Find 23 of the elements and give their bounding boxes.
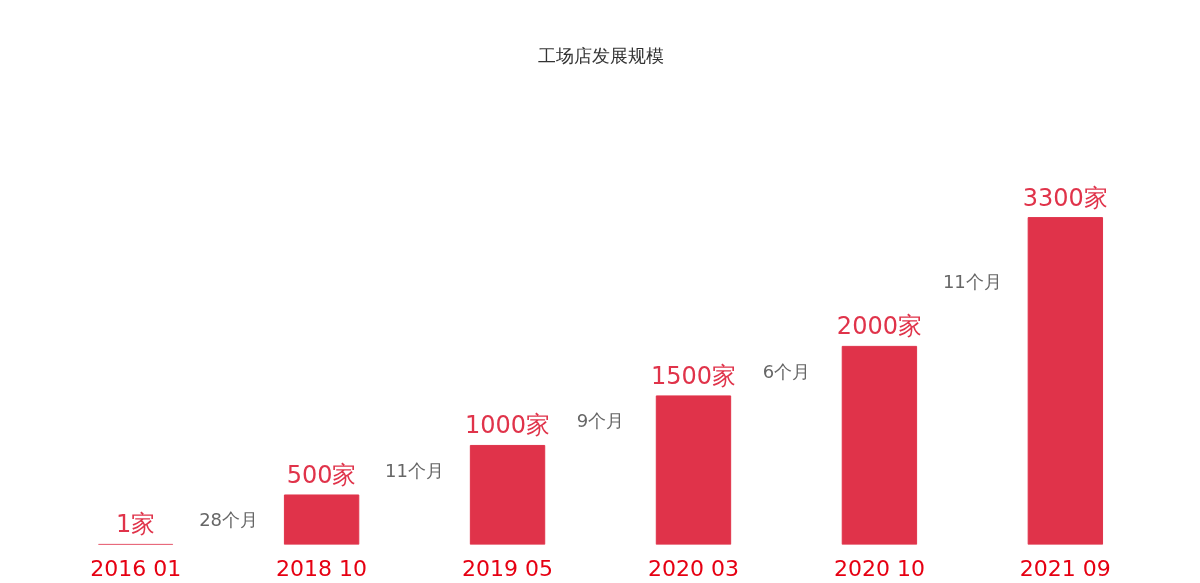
x-tick-label: 2021 09 — [1019, 555, 1111, 581]
chart-title: 工场店发展规模 — [537, 44, 664, 66]
x-tick-label: 2020 03 — [647, 555, 739, 581]
annotation: 11个月 — [942, 271, 1002, 293]
data-label: 500家 — [286, 460, 357, 489]
bar — [1027, 217, 1104, 545]
annotation: 6个月 — [762, 360, 811, 382]
x-tick-label: 2018 10 — [276, 555, 368, 581]
x-tick-label: 2016 01 — [90, 555, 182, 581]
x-tick-label: 2019 05 — [462, 555, 554, 581]
data-label: 3300家 — [1022, 183, 1108, 212]
data-label: 2000家 — [836, 312, 922, 341]
bar — [469, 444, 546, 545]
data-label: 1家 — [116, 510, 156, 539]
data-label: 1500家 — [650, 361, 737, 390]
bar — [841, 345, 918, 545]
annotation: 28个月 — [199, 509, 259, 531]
annotation: 11个月 — [385, 459, 445, 481]
x-tick-label: 2020 10 — [833, 555, 925, 581]
data-label: 1000家 — [464, 411, 551, 440]
bar — [655, 395, 732, 545]
annotation: 9个月 — [576, 410, 625, 432]
bar — [283, 494, 360, 545]
